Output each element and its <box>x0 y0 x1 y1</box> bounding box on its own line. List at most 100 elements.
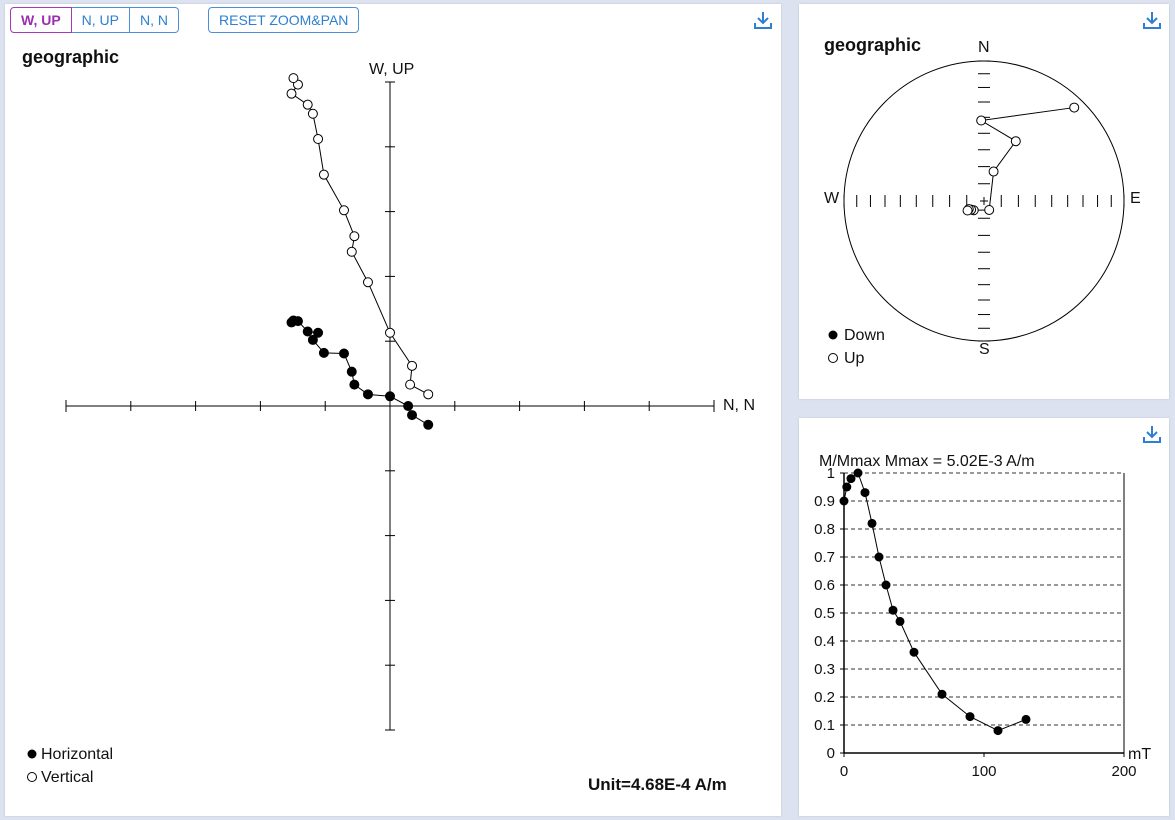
legend-horizontal-label: Horizontal <box>41 746 113 763</box>
vertical-point <box>307 108 318 119</box>
horizontal-point <box>346 366 357 377</box>
zijderveld-title: geographic <box>22 47 119 67</box>
download-icon[interactable] <box>1141 424 1163 446</box>
demag-point <box>874 552 884 562</box>
horizontal-point <box>362 389 373 400</box>
legend-vertical-label: Vertical <box>41 769 93 786</box>
stereonet-path <box>967 107 1075 211</box>
projection-w-up-button[interactable]: W, UP <box>10 7 72 33</box>
vertical-point <box>346 246 357 257</box>
reset-zoom-pan-button[interactable]: RESET ZOOM&PAN <box>208 7 360 33</box>
horizontal-point <box>423 419 434 430</box>
demag-point <box>965 712 975 722</box>
horizontal-point <box>307 334 318 345</box>
horizontal-point <box>403 401 414 411</box>
demag-y-tick-label: 0.3 <box>814 661 835 678</box>
demag-plot: M/Mmax Mmax = 5.02E-3 A/m mT 0 0.1 0.2 0.3 0… <box>814 453 1151 780</box>
demag-point <box>1021 714 1031 724</box>
projection-n-n-button[interactable]: N, N <box>130 7 180 33</box>
legend-down-label: Down <box>844 327 885 344</box>
vertical-point <box>362 277 373 288</box>
vertical-line <box>290 77 429 395</box>
demag-point <box>839 496 849 506</box>
vertical-point <box>302 99 313 110</box>
south-label: S <box>979 341 990 358</box>
vertical-point <box>286 88 297 99</box>
horizontal-point <box>407 410 418 421</box>
demag-x-tick-label: 200 <box>1111 763 1136 780</box>
download-icon[interactable] <box>752 10 774 32</box>
demag-curve <box>843 472 1027 732</box>
demag-y-tick-label: 0.1 <box>814 717 835 734</box>
demag-point <box>853 468 863 478</box>
zijderveld-plot: geographic W, UP N, N Horizontal Vertica… <box>22 47 755 794</box>
legend-horizontal-marker <box>27 749 37 759</box>
x-axis-label: N, N <box>723 397 755 414</box>
horizontal-point <box>302 326 313 337</box>
legend-vertical-marker <box>27 772 37 782</box>
stereonet-point <box>1069 102 1080 113</box>
horizontal-point <box>286 317 297 328</box>
east-label: E <box>1130 190 1141 207</box>
stereonet-point <box>984 204 995 215</box>
vertical-point <box>405 379 416 390</box>
vertical-point <box>338 205 349 216</box>
demag-x-unit: mT <box>1128 746 1151 763</box>
stereonet-point <box>962 205 973 216</box>
vertical-point <box>318 169 329 180</box>
legend-up-marker <box>828 353 838 363</box>
stereonet-panel: geographic N E S W Down Up <box>799 4 1169 399</box>
demag-y-tick-label: 0.9 <box>814 493 835 510</box>
demag-y-tick-label: 0.4 <box>814 633 835 650</box>
vertical-point <box>407 360 418 371</box>
horizontal-point <box>349 379 360 390</box>
demag-x-tick-label: 0 <box>840 763 848 780</box>
demag-point <box>860 488 870 498</box>
demag-y-tick-label: 1 <box>827 465 835 482</box>
demag-point <box>888 605 898 615</box>
stereonet-circle <box>843 60 1125 342</box>
vertical-point <box>313 134 324 145</box>
demag-y-tick-label: 0.6 <box>814 577 835 594</box>
vertical-point <box>288 73 299 84</box>
legend-up-label: Up <box>844 350 865 367</box>
vertical-point <box>292 79 303 90</box>
stereonet-point <box>966 204 977 215</box>
stereonet-title: geographic <box>824 35 921 55</box>
horizontal-point <box>338 348 349 359</box>
y-axis-label: W, UP <box>369 61 414 78</box>
horizontal-point <box>292 316 303 327</box>
stereonet-point <box>1010 136 1021 147</box>
demag-point <box>842 482 852 492</box>
horizontal-point <box>385 391 395 402</box>
vertical-point <box>349 231 360 242</box>
horizontal-point <box>318 347 329 358</box>
horizontal-point <box>313 327 324 338</box>
demag-point <box>937 689 947 699</box>
demag-point <box>895 616 905 626</box>
demag-x-tick-label: 100 <box>971 763 996 780</box>
stereonet-point <box>963 204 974 215</box>
north-label: N <box>978 39 990 56</box>
download-icon[interactable] <box>1141 10 1163 32</box>
demag-y-tick-label: 0.5 <box>814 605 835 622</box>
demag-point <box>993 726 1003 736</box>
demag-title: M/Mmax Mmax = 5.02E-3 A/m <box>819 453 1035 470</box>
demag-point <box>846 474 856 484</box>
projection-toggle: W, UP N, UP N, N <box>10 7 180 33</box>
vertical-point <box>423 389 434 400</box>
demag-y-tick-label: 0.8 <box>814 521 835 538</box>
zijderveld-panel: W, UP N, UP N, N RESET ZOOM&PAN geograph… <box>5 4 781 816</box>
stereonet-point <box>988 166 999 177</box>
horizontal-line <box>289 320 429 426</box>
demag-y-tick-label: 0.2 <box>814 689 835 706</box>
demag-y-tick-label: 0.7 <box>814 549 835 566</box>
projection-n-up-button[interactable]: N, UP <box>71 7 131 33</box>
demag-point <box>867 518 877 528</box>
demag-point <box>909 647 919 657</box>
demag-point <box>881 580 891 590</box>
demag-panel: M/Mmax Mmax = 5.02E-3 A/m mT 0 0.1 0.2 0.3 0… <box>799 418 1169 816</box>
stereonet-point <box>968 205 979 216</box>
stereonet-point <box>976 115 987 126</box>
demag-y-tick-label: 0 <box>827 745 835 762</box>
